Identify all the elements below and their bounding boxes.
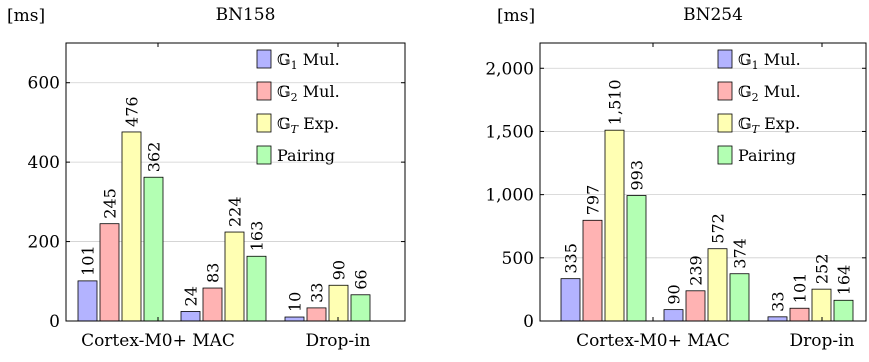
bar xyxy=(99,223,120,322)
data-label: 335 xyxy=(562,243,581,274)
legend-label: 𝔾2 Mul. xyxy=(277,82,340,104)
legend-label: 𝔾1 Mul. xyxy=(277,50,340,72)
data-label: 24 xyxy=(182,286,201,306)
y-tick-label: 600 xyxy=(28,74,60,94)
data-label: 83 xyxy=(204,263,223,283)
bar xyxy=(707,248,728,322)
data-label: 1,510 xyxy=(606,79,625,125)
bar xyxy=(767,316,788,322)
data-label: 572 xyxy=(709,213,728,244)
bar xyxy=(789,307,810,322)
legend-swatch xyxy=(717,81,733,101)
data-label: 245 xyxy=(101,188,120,219)
legend-swatch xyxy=(256,113,272,133)
legend-swatch xyxy=(256,81,272,101)
legend-label: 𝔾T Exp. xyxy=(738,114,800,136)
bar xyxy=(180,311,201,322)
data-label: 163 xyxy=(248,221,267,252)
x-tick-label: Cortex-M0+ MAC xyxy=(576,331,730,351)
plot-frame xyxy=(65,42,406,322)
y-tick-label: 200 xyxy=(28,233,60,253)
data-label: 362 xyxy=(145,142,164,173)
bar xyxy=(284,316,305,322)
data-label: 374 xyxy=(731,238,750,269)
data-label: 797 xyxy=(584,185,603,216)
bar xyxy=(350,294,371,322)
data-label: 476 xyxy=(123,96,142,127)
bar xyxy=(143,176,164,322)
bar xyxy=(729,273,750,322)
data-label: 101 xyxy=(791,273,810,304)
data-label: 224 xyxy=(226,196,245,227)
x-tick-label: Drop-in xyxy=(789,331,854,351)
bar xyxy=(121,131,142,322)
bar xyxy=(560,278,581,322)
legend-label: Pairing xyxy=(738,146,796,165)
data-label: 164 xyxy=(835,265,854,296)
bar xyxy=(833,299,854,322)
data-label: 239 xyxy=(687,255,706,286)
y-axis-label: [ms] xyxy=(7,6,45,26)
data-label: 90 xyxy=(665,284,684,304)
legend-swatch xyxy=(717,145,733,165)
y-tick-label: 1,000 xyxy=(485,186,534,206)
bar xyxy=(202,287,223,322)
data-label: 33 xyxy=(769,291,788,311)
chart-title: BN158 xyxy=(216,5,276,25)
bar xyxy=(811,288,832,322)
data-label: 66 xyxy=(352,269,371,289)
bar xyxy=(582,219,603,322)
legend-label: Pairing xyxy=(277,146,335,165)
legend-label: 𝔾2 Mul. xyxy=(738,82,801,104)
y-tick-label: 500 xyxy=(502,249,534,269)
chart-bn254: 335 90 33 797 239 101 1,510 572 252 993 374 164 0 500… xyxy=(485,5,867,351)
y-axis-label: [ms] xyxy=(497,6,535,26)
chart-title: BN254 xyxy=(683,5,743,25)
bar xyxy=(663,309,684,322)
data-label: 101 xyxy=(79,245,98,276)
bar xyxy=(328,284,349,322)
bar xyxy=(685,290,706,322)
plot-frame xyxy=(539,42,867,322)
legend-swatch xyxy=(717,113,733,133)
bar xyxy=(306,307,327,322)
y-tick-label: 1,500 xyxy=(485,122,534,142)
legend-swatch xyxy=(717,49,733,69)
data-label: 33 xyxy=(308,283,327,303)
x-tick-label: Drop-in xyxy=(305,331,370,351)
legend-swatch xyxy=(256,145,272,165)
legend-label: 𝔾T Exp. xyxy=(277,114,339,136)
chart-bn158: 101 24 10 245 83 33 476 224 90 362 163 66 0 200 400 600… xyxy=(7,5,406,351)
data-label: 90 xyxy=(330,260,349,280)
legend-swatch xyxy=(256,49,272,69)
bar xyxy=(224,231,245,322)
bar xyxy=(246,255,267,322)
bar xyxy=(626,195,647,322)
data-label: 10 xyxy=(286,292,305,312)
y-tick-label: 400 xyxy=(28,153,60,173)
y-tick-label: 0 xyxy=(523,312,534,332)
y-tick-label: 0 xyxy=(49,312,60,332)
y-tick-label: 2,000 xyxy=(485,59,534,79)
legend: 𝔾1 Mul. 𝔾2 Mul. 𝔾T Exp. Pairing xyxy=(717,49,801,165)
bar xyxy=(77,280,98,322)
bar xyxy=(604,129,625,322)
data-label: 993 xyxy=(628,160,647,191)
legend-label: 𝔾1 Mul. xyxy=(738,50,801,72)
legend: 𝔾1 Mul. 𝔾2 Mul. 𝔾T Exp. Pairing xyxy=(256,49,340,165)
data-label: 252 xyxy=(813,254,832,285)
x-tick-label: Cortex-M0+ MAC xyxy=(81,331,235,351)
